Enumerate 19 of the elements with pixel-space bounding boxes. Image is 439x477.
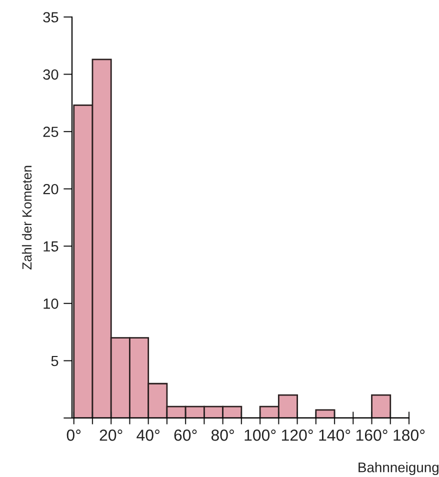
- x-tick-label: 60°: [174, 430, 197, 441]
- x-tick-label: 140°: [319, 430, 350, 441]
- x-tick-label: 20°: [100, 430, 122, 441]
- x-tick-label: 80°: [211, 430, 234, 441]
- x-axis-title: Bahnneigung: [358, 462, 438, 476]
- x-tick-label: 180°: [394, 430, 425, 441]
- y-tick-label: 30: [43, 69, 58, 80]
- y-tick-label: 25: [43, 126, 58, 137]
- x-tick-label: 160°: [356, 430, 388, 441]
- y-tick-label: 10: [44, 298, 58, 309]
- x-tick-label: 40°: [136, 430, 160, 441]
- y-tick-label: 5: [51, 356, 58, 366]
- y-tick-label: 20: [43, 184, 58, 194]
- y-axis-title: Zahl der Kometen: [22, 166, 32, 270]
- y-tick-label: 15: [44, 241, 58, 252]
- y-tick-label: 35: [43, 12, 58, 22]
- x-tick-label: 100°: [244, 430, 276, 441]
- x-tick-label: 120°: [282, 430, 313, 441]
- x-tick-label: 0°: [66, 430, 81, 441]
